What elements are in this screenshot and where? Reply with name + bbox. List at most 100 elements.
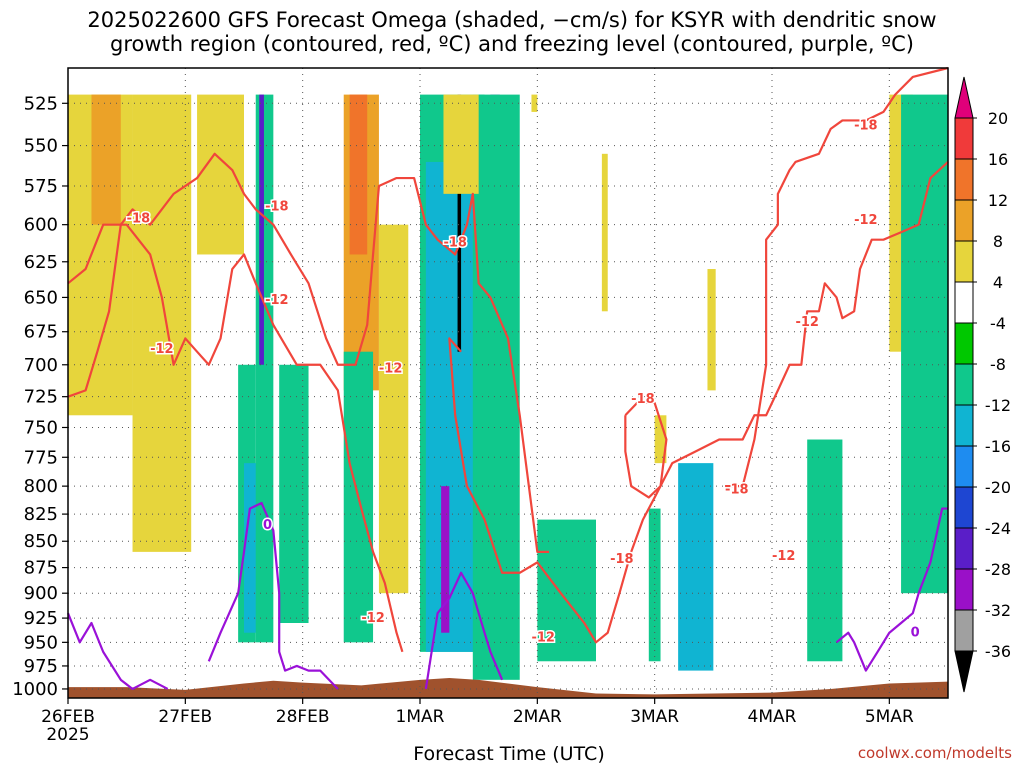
colorbar-label-9: -20 bbox=[985, 478, 1011, 497]
contour-label-layer: -18 -12 -18 -12 -12 -18 -12 -18 -12 -18 -18 -12 -12 -… bbox=[125, 117, 921, 647]
y-tick-label-700: 700 bbox=[24, 355, 58, 376]
colorbar-label-11: -28 bbox=[985, 560, 1011, 579]
colorbar-label-10: -24 bbox=[985, 519, 1011, 538]
omega-region-27 bbox=[807, 439, 843, 662]
contour-label-11: -12 bbox=[772, 549, 796, 564]
contour-label-5: -18 bbox=[443, 236, 467, 251]
x-tick-label-3: 1MAR bbox=[396, 707, 445, 727]
colorbar-swatch-1 bbox=[954, 117, 974, 160]
colorbar-swatch-5 bbox=[954, 281, 974, 324]
y-tick-label-575: 575 bbox=[24, 176, 58, 197]
y-tick-label-850: 850 bbox=[24, 531, 58, 552]
colorbar-swatch-13 bbox=[954, 609, 974, 652]
omega-region-23 bbox=[601, 153, 608, 312]
colorbar-label-5: -4 bbox=[990, 314, 1006, 333]
colorbar-label-13: -36 bbox=[985, 642, 1011, 661]
colorbar-swatch-4 bbox=[954, 240, 974, 283]
colorbar-label-4: 4 bbox=[993, 273, 1003, 292]
colorbar-label-2: 12 bbox=[988, 191, 1008, 210]
colorbar-label-1: 16 bbox=[988, 150, 1008, 169]
y-tick-label-525: 525 bbox=[24, 93, 58, 114]
contour-label-0: -18 bbox=[127, 212, 151, 227]
omega-region-8 bbox=[279, 364, 309, 623]
colorbar-swatch-12 bbox=[954, 568, 974, 611]
omega-region-29 bbox=[901, 94, 948, 594]
omega-region-1 bbox=[91, 94, 121, 225]
y-tick-label-725: 725 bbox=[24, 387, 58, 408]
y-tick-label-950: 950 bbox=[24, 632, 58, 653]
omega-region-16 bbox=[457, 94, 462, 352]
omega-region-7 bbox=[259, 94, 264, 365]
colorbar-swatch-3 bbox=[954, 199, 974, 242]
contour-line-3 bbox=[67, 223, 404, 653]
contour-line-5 bbox=[66, 612, 169, 691]
contour-label-2: -18 bbox=[265, 199, 289, 214]
omega-region-6 bbox=[255, 94, 274, 643]
plot-frame bbox=[67, 67, 949, 699]
omega-region-14 bbox=[425, 161, 479, 652]
contour-label-13: -12 bbox=[854, 213, 878, 228]
contour-label-14: -18 bbox=[854, 119, 878, 134]
contour-label-10: -18 bbox=[725, 483, 749, 498]
contour-line-4 bbox=[448, 161, 949, 644]
colorbar-swatch-9 bbox=[954, 445, 974, 488]
omega-region-3 bbox=[197, 94, 244, 255]
x-tick-label-6: 4MAR bbox=[748, 707, 797, 727]
omega-region-19 bbox=[443, 94, 479, 194]
colorbar-swatch-7 bbox=[954, 363, 974, 406]
colorbar-label-7: -12 bbox=[985, 396, 1011, 415]
omega-region-2 bbox=[132, 94, 192, 552]
colorbar-label-6: -8 bbox=[990, 355, 1006, 374]
colorbar-swatch-6 bbox=[954, 322, 974, 365]
y-tick-label-625: 625 bbox=[24, 252, 58, 273]
x-axis-year: 2025 bbox=[46, 725, 89, 745]
colorbar-swatch-14 bbox=[954, 650, 974, 693]
y-tick-label-600: 600 bbox=[24, 215, 58, 236]
y-tick-label-775: 775 bbox=[24, 447, 58, 468]
y-tick-label-1000: 1000 bbox=[12, 679, 58, 700]
colorbar-label-0: 20 bbox=[988, 109, 1008, 128]
colorbar-swatch-11 bbox=[954, 527, 974, 570]
contour-label-12: -12 bbox=[795, 315, 819, 330]
y-tick-label-975: 975 bbox=[24, 656, 58, 677]
omega-region-24 bbox=[707, 269, 716, 391]
x-tick-label-5: 3MAR bbox=[630, 707, 679, 727]
colorbar-swatch-8 bbox=[954, 404, 974, 447]
omega-region-15 bbox=[441, 486, 450, 633]
omega-region-12 bbox=[378, 224, 409, 594]
omega-region-20 bbox=[531, 94, 538, 112]
chart-title-line-1: 2025022600 GFS Forecast Omega (shaded, −… bbox=[87, 8, 937, 32]
colorbar-label-12: -32 bbox=[985, 601, 1011, 620]
y-tick-label-550: 550 bbox=[24, 136, 58, 157]
colorbar-label-3: 8 bbox=[993, 232, 1003, 251]
y-tick-label-875: 875 bbox=[24, 558, 58, 579]
omega-region-26 bbox=[654, 415, 667, 464]
contour-label-1: -12 bbox=[150, 342, 174, 357]
contour-layer bbox=[66, 66, 949, 691]
omega-shading-layer bbox=[68, 94, 948, 680]
colorbar-label-8: -16 bbox=[985, 437, 1011, 456]
contour-line-0 bbox=[67, 152, 550, 553]
credit-text: coolwx.com/modelts bbox=[857, 744, 1012, 762]
contour-line-6 bbox=[207, 501, 339, 690]
contour-label-7: -18 bbox=[610, 552, 634, 567]
y-tick-label-750: 750 bbox=[24, 417, 58, 438]
omega-region-25 bbox=[678, 463, 714, 671]
x-tick-label-0: 26FEB bbox=[41, 707, 95, 727]
omega-region-21 bbox=[537, 519, 596, 662]
contour-line-8 bbox=[835, 507, 948, 672]
contour-label-3: -12 bbox=[265, 293, 289, 308]
y-tick-label-825: 825 bbox=[24, 504, 58, 525]
y-tick-label-675: 675 bbox=[24, 322, 58, 343]
contour-label-16: 0 bbox=[911, 626, 920, 641]
contour-label-4: -12 bbox=[379, 362, 403, 377]
y-tick-label-650: 650 bbox=[24, 287, 58, 308]
x-tick-label-7: 5MAR bbox=[865, 707, 914, 727]
omega-region-18 bbox=[472, 94, 520, 680]
x-axis-title: Forecast Time (UTC) bbox=[413, 743, 605, 765]
x-tick-label-4: 2MAR bbox=[513, 707, 562, 727]
y-tick-label-800: 800 bbox=[24, 476, 58, 497]
y-tick-label-925: 925 bbox=[24, 608, 58, 629]
x-axis: 26FEB 27FEB 28FEB 1MAR 2MAR 3MAR 4MAR 5MAR 2025 bbox=[41, 698, 914, 745]
